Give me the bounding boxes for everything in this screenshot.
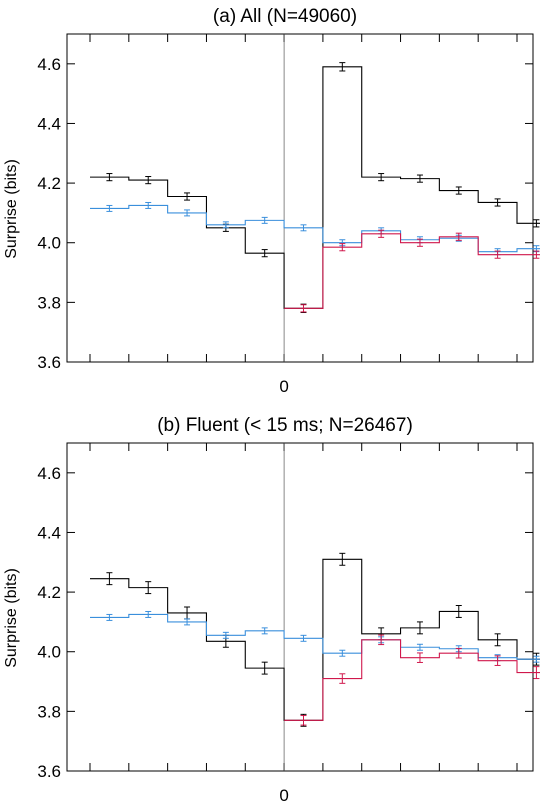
series-2 <box>284 634 540 726</box>
chart-panel-a: (a) All (N=49060) Surprise (bits) 3.6 3.8… <box>3 6 540 396</box>
x-tick-label: 0 <box>279 786 288 805</box>
chart-title: (a) All (N=49060) <box>213 6 357 27</box>
y-tick-label: 4.0 <box>37 234 61 253</box>
y-tick-label: 3.8 <box>37 293 61 312</box>
plot-frame <box>66 33 534 363</box>
data-series <box>90 552 540 727</box>
x-tick-label: 0 <box>279 377 288 396</box>
tick-marks <box>67 34 533 363</box>
series-step-line <box>284 233 540 309</box>
y-axis-label: Surprise (bits) <box>3 568 20 668</box>
y-tick-label: 4.6 <box>37 55 61 74</box>
series-1 <box>90 610 540 663</box>
plot-frame <box>66 442 534 772</box>
series-step-line <box>90 66 540 309</box>
series-2 <box>284 229 540 313</box>
chart-panel-b: (b) Fluent (< 15 ms; N=26467) Surprise (… <box>3 415 540 805</box>
y-tick-label: 4.2 <box>37 583 61 602</box>
data-series <box>90 62 540 314</box>
y-tick-label: 3.6 <box>37 353 61 372</box>
y-tick-label: 4.6 <box>37 464 61 483</box>
series-step-line <box>90 613 540 660</box>
y-tick-label: 4.4 <box>37 114 61 133</box>
y-tick-label: 4.0 <box>37 643 61 662</box>
y-tick-label: 3.6 <box>37 762 61 781</box>
series-0 <box>90 62 540 314</box>
tick-labels: 3.6 3.8 4.0 4.2 4.4 4.6 0 <box>37 55 288 396</box>
y-axis-label: Surprise (bits) <box>3 159 20 259</box>
tick-labels: 3.6 3.8 4.0 4.2 4.4 4.6 0 <box>37 464 288 805</box>
chart-title: (b) Fluent (< 15 ms; N=26467) <box>157 415 413 436</box>
y-tick-label: 4.4 <box>37 523 61 542</box>
y-tick-label: 4.2 <box>37 174 61 193</box>
y-tick-label: 3.8 <box>37 702 61 721</box>
